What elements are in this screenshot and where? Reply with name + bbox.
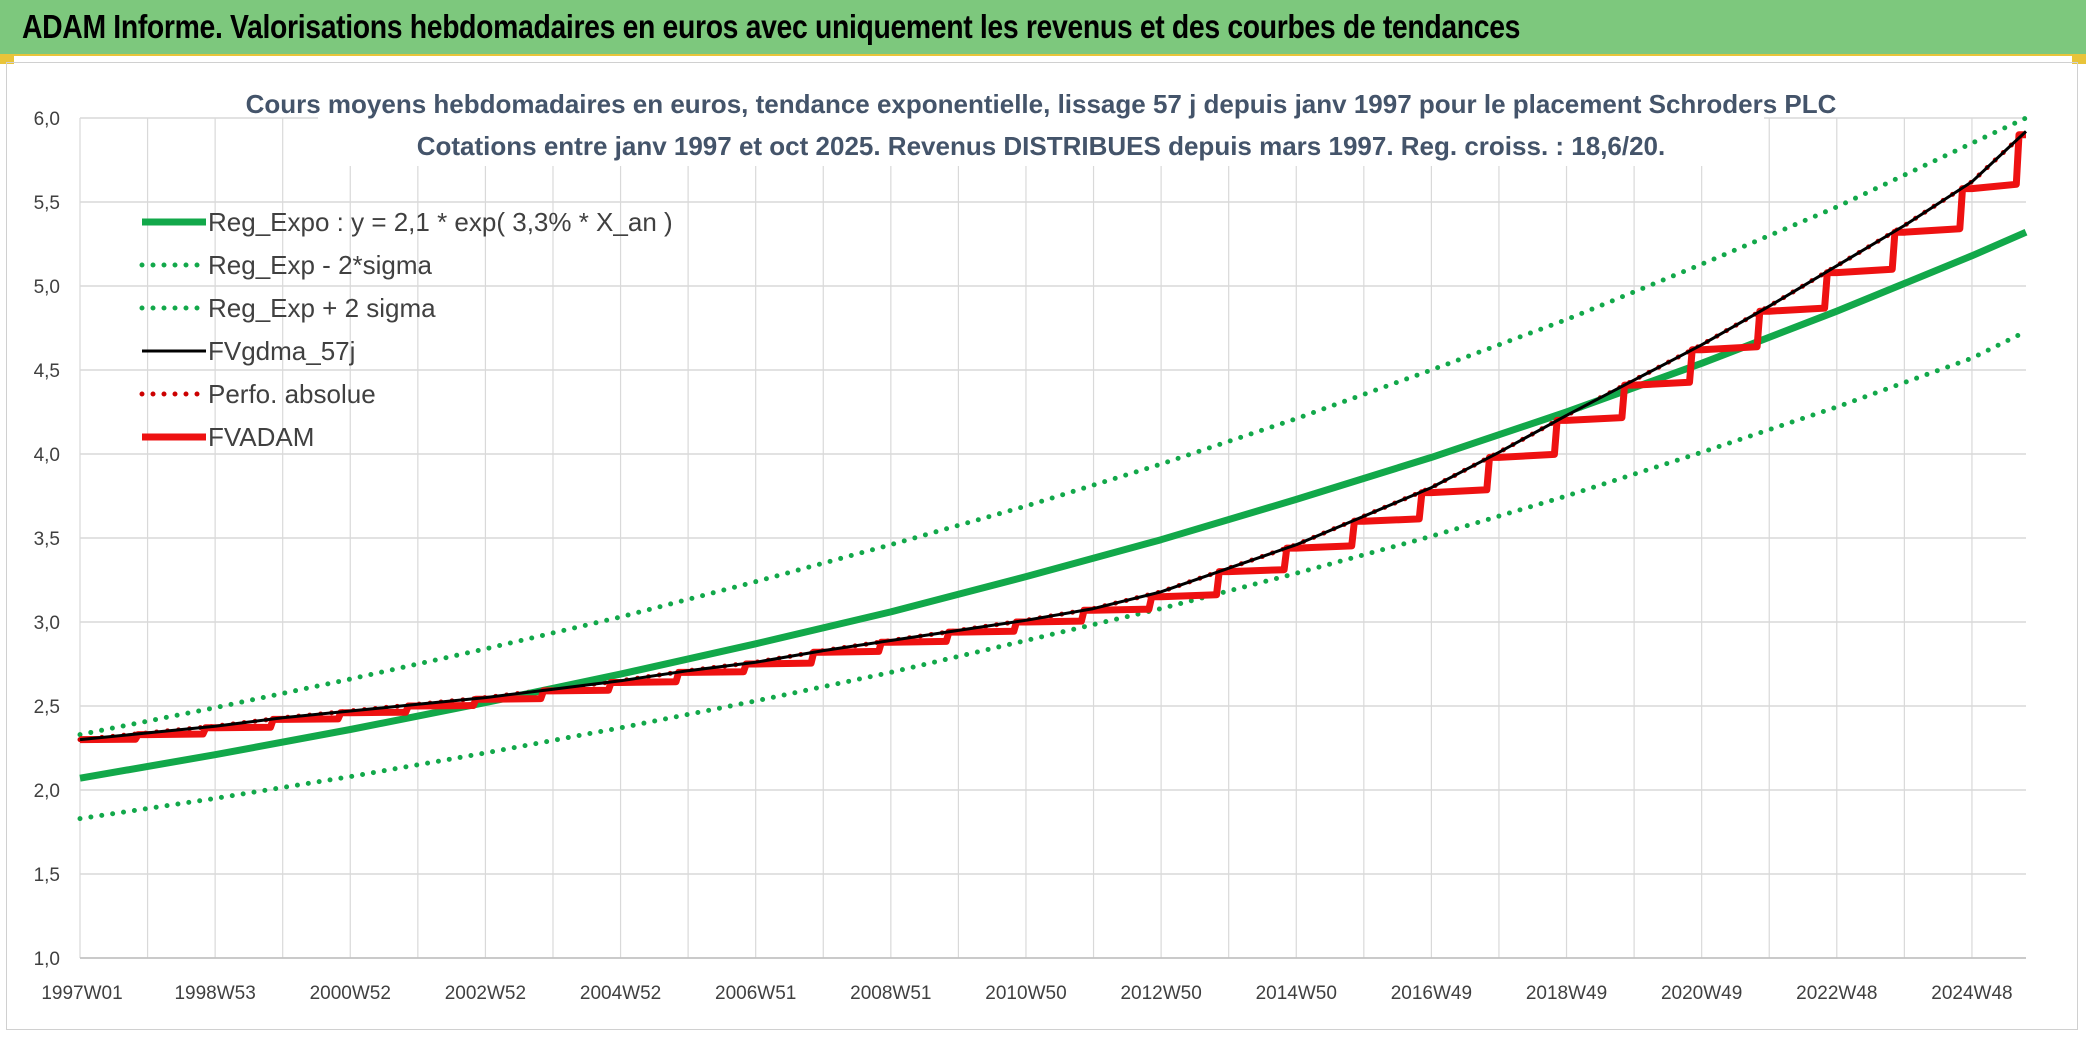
x-tick-label: 2022W48	[1796, 983, 1877, 1004]
y-tick-label: 5,5	[34, 193, 60, 214]
x-tick-label: 2008W51	[850, 983, 931, 1004]
x-tick-label: 2004W52	[580, 983, 661, 1004]
y-axis-ticks: 1,0 1,5 2,0 2,5 3,0 3,5 4,0 4,5 5,0 5,5 6,0	[34, 109, 60, 970]
series-line-1	[77, 328, 2029, 822]
chart-title-backdrop	[318, 82, 1764, 166]
x-tick-label: 2014W50	[1256, 983, 1337, 1004]
x-tick-label: 2000W52	[310, 983, 391, 1004]
y-tick-label: 6,0	[34, 109, 60, 130]
x-tick-label: 2006W51	[715, 983, 796, 1004]
series-line-0	[79, 228, 2028, 782]
x-tick-label: 2016W49	[1391, 983, 1472, 1004]
x-tick-label: 2024W48	[1931, 983, 2012, 1004]
legend-label: Perfo. absolue	[208, 379, 376, 409]
chart-title: Cours moyens hebdomadaires en euros, ten…	[246, 89, 1837, 119]
x-tick-label: 2020W49	[1661, 983, 1742, 1004]
y-tick-label: 4,5	[34, 361, 60, 382]
banner-corner-right	[2072, 56, 2086, 64]
x-tick-label: 1998W53	[174, 983, 255, 1004]
report-title: ADAM Informe. Valorisations hebdomadaire…	[22, 8, 1521, 45]
series-line-3	[79, 130, 2028, 742]
x-tick-label: 2002W52	[445, 983, 526, 1004]
legend-label: Reg_Exp - 2*sigma	[208, 250, 433, 280]
chart-legend: Reg_Expo : y = 2,1 * exp( 3,3% * X_an ) R…	[139, 207, 673, 452]
y-tick-label: 3,5	[34, 529, 60, 550]
series-line-2	[77, 115, 2029, 738]
x-tick-label: 1997W01	[41, 983, 122, 1004]
y-tick-label: 2,5	[34, 697, 60, 718]
y-tick-label: 5,0	[34, 277, 60, 298]
legend-label: FVgdma_57j	[208, 336, 355, 366]
chart-series	[77, 115, 2029, 822]
y-tick-label: 1,5	[34, 865, 60, 886]
y-tick-label: 4,0	[34, 445, 60, 466]
y-tick-label: 2,0	[34, 781, 60, 802]
chart-gridlines	[79, 117, 2026, 959]
legend-label: Reg_Expo : y = 2,1 * exp( 3,3% * X_an )	[208, 207, 673, 237]
chart-frame	[6, 62, 2078, 1030]
x-axis-ticks: 1997W01 1998W53 2000W52 2002W52 2004W52 2006W…	[41, 983, 2012, 1004]
legend-label: Reg_Exp + 2 sigma	[208, 293, 436, 323]
x-tick-label: 2018W49	[1526, 983, 1607, 1004]
chart-subtitle: Cotations entre janv 1997 et oct 2025. R…	[417, 131, 1666, 161]
report-banner: ADAM Informe. Valorisations hebdomadaire…	[0, 0, 2086, 56]
legend-label: FVADAM	[208, 422, 314, 452]
x-tick-label: 2010W50	[985, 983, 1066, 1004]
banner-corner-left	[0, 56, 14, 64]
y-tick-label: 3,0	[34, 613, 60, 634]
x-tick-label: 2012W50	[1120, 983, 1201, 1004]
y-tick-label: 1,0	[34, 949, 60, 970]
